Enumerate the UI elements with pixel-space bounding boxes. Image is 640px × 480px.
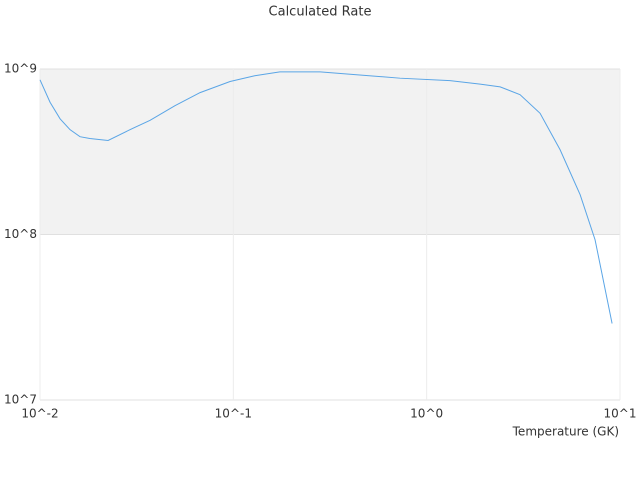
plot-band [40, 69, 620, 235]
y-tick-label: 10^7 [4, 393, 37, 407]
y-tick-label: 10^9 [4, 62, 37, 76]
y-tick-label: 10^8 [4, 227, 37, 241]
x-tick-label: 10^-1 [215, 407, 252, 421]
chart-title: Calculated Rate [269, 5, 372, 20]
x-axis-label: Temperature (GK) [512, 425, 619, 439]
data-line [39, 71, 613, 324]
x-tick-label: 10^1 [604, 407, 637, 421]
x-tick-label: 10^0 [410, 407, 443, 421]
x-tick-label: 10^-2 [21, 407, 58, 421]
